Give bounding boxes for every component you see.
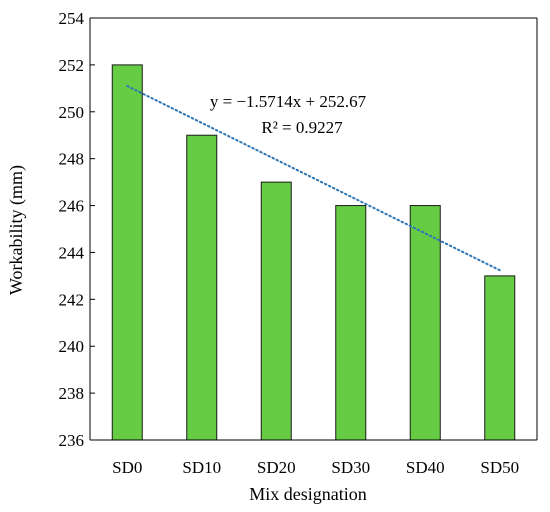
- trendline: [126, 85, 501, 272]
- y-tick-label-236: 236: [59, 431, 85, 450]
- y-tick-labels: 236 238 240 242 244 246 248 250 252 254: [59, 9, 85, 450]
- y-tick-label-240: 240: [59, 337, 85, 356]
- x-tick-label-SD10: SD10: [182, 458, 221, 477]
- y-tick-label-248: 248: [59, 150, 85, 169]
- bar-SD40: [409, 205, 441, 441]
- y-tick-label-246: 246: [59, 197, 85, 216]
- bar-SD50: [484, 275, 516, 441]
- bar-SD30: [335, 205, 367, 441]
- x-tick-label-SD40: SD40: [406, 458, 445, 477]
- y-tick-label-250: 250: [59, 103, 85, 122]
- x-tick-label-SD20: SD20: [257, 458, 296, 477]
- y-tick-label-244: 244: [59, 243, 85, 262]
- x-tick-label-SD0: SD0: [112, 458, 142, 477]
- bar-SD20: [260, 181, 292, 441]
- y-tick-label-252: 252: [59, 56, 85, 75]
- bars-group: [111, 64, 516, 441]
- x-tick-label-SD30: SD30: [331, 458, 370, 477]
- x-tick-labels: SD0 SD10 SD20 SD30 SD40 SD50: [112, 458, 519, 477]
- y-axis-title: Workability (mm): [6, 165, 27, 295]
- y-tick-label-238: 238: [59, 384, 85, 403]
- trendline-equation: y = −1.5714x + 252.67: [210, 92, 367, 111]
- x-axis-title: Mix designation: [249, 484, 367, 504]
- trendline-group: [126, 85, 501, 272]
- y-tick-label-254: 254: [59, 9, 85, 28]
- bar-SD10: [186, 134, 218, 441]
- x-tick-label-SD50: SD50: [480, 458, 519, 477]
- y-tick-label-242: 242: [59, 290, 85, 309]
- axes-group: [89, 17, 538, 441]
- trendline-r-squared: R² = 0.9227: [261, 118, 343, 137]
- bar-SD0: [111, 64, 143, 441]
